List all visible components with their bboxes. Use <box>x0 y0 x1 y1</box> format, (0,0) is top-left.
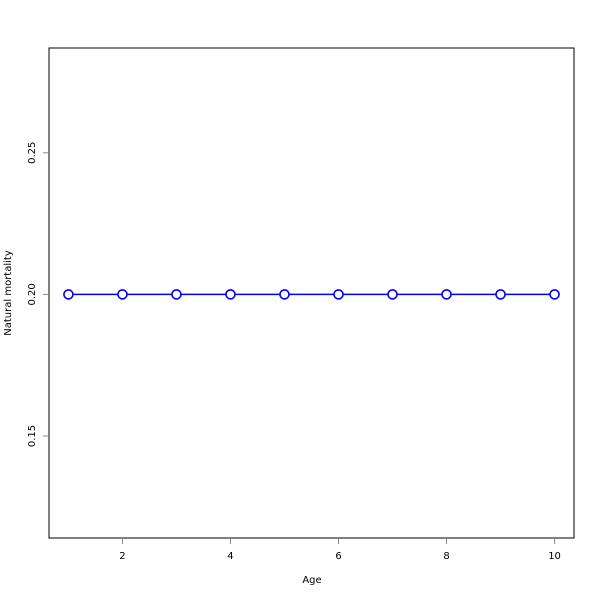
data-point <box>549 289 560 300</box>
y-tick-label: 0.20 <box>27 283 38 305</box>
data-point <box>225 289 236 300</box>
data-point <box>171 289 182 300</box>
y-tick-label: 0.15 <box>27 425 38 447</box>
data-point <box>441 289 452 300</box>
x-tick-label: 10 <box>548 551 561 562</box>
data-point <box>333 289 344 300</box>
data-point <box>495 289 506 300</box>
data-point <box>387 289 398 300</box>
x-tick-label: 4 <box>227 551 233 562</box>
x-tick-label: 6 <box>335 551 341 562</box>
data-point <box>63 289 74 300</box>
x-tick-label: 2 <box>119 551 125 562</box>
y-axis-label: Natural mortality <box>3 250 14 336</box>
data-point <box>279 289 290 300</box>
x-axis-label: Age <box>302 575 321 586</box>
x-tick-label: 8 <box>443 551 449 562</box>
plot-frame <box>48 47 575 539</box>
data-point <box>117 289 128 300</box>
y-tick-label: 0.25 <box>27 142 38 164</box>
